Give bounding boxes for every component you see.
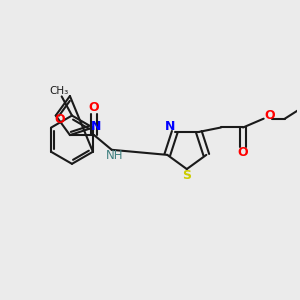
Text: O: O — [264, 109, 275, 122]
Text: O: O — [55, 112, 65, 126]
Text: N: N — [165, 120, 175, 133]
Text: O: O — [89, 101, 99, 115]
Text: O: O — [238, 146, 248, 159]
Text: NH: NH — [106, 149, 123, 162]
Text: S: S — [182, 169, 191, 182]
Text: N: N — [91, 120, 102, 133]
Text: CH₃: CH₃ — [49, 85, 68, 95]
